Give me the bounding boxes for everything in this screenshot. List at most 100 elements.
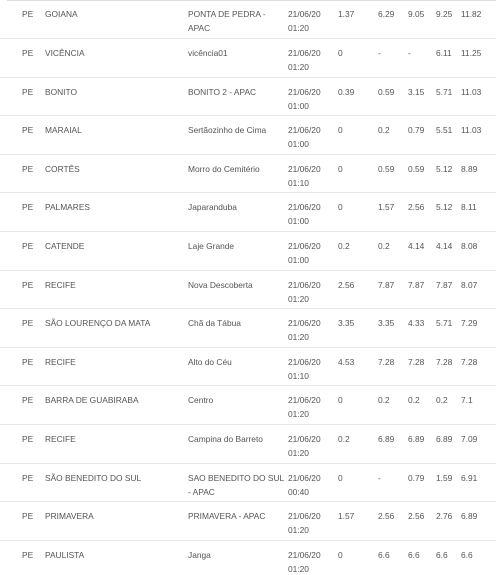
value-5-cell: 8.11: [461, 192, 496, 233]
value-2-cell: 0.2: [378, 115, 408, 155]
datetime-cell: 21/06/20 01:00: [288, 77, 338, 117]
municipality-cell: MARAIAL: [45, 115, 188, 155]
municipality-cell: RECIFE: [45, 270, 188, 310]
value-4-cell: 2.76: [436, 501, 461, 541]
state-cell: PE: [0, 308, 45, 348]
value-5-cell: 7.1: [461, 385, 496, 426]
value-5-cell: 6.91: [461, 463, 496, 503]
municipality-cell: BONITO: [45, 77, 188, 117]
state-cell: PE: [0, 463, 45, 503]
datetime-cell: 21/06/20 00:40: [288, 463, 338, 503]
value-4-cell: 5.71: [436, 77, 461, 117]
state-cell: PE: [0, 154, 45, 194]
table-row[interactable]: PE PALMARES Japaranduba 21/06/20 01:00 0 …: [0, 192, 496, 233]
value-1-cell: 0.2: [338, 424, 378, 464]
value-5-cell: 6.6: [461, 540, 496, 575]
datetime-cell: 21/06/20 01:20: [288, 38, 338, 78]
state-cell: PE: [0, 38, 45, 78]
value-1-cell: 0: [338, 463, 378, 503]
station-cell: vicência01: [188, 38, 288, 78]
table-row[interactable]: PE VICÊNCIA vicência01 21/06/20 01:20 0 -…: [0, 38, 496, 78]
municipality-cell: RECIFE: [45, 347, 188, 387]
municipality-cell: CATENDE: [45, 231, 188, 271]
table-row[interactable]: PE MARAIAL Sertãozinho de Cima 21/06/20 0…: [0, 115, 496, 155]
value-1-cell: 0.2: [338, 231, 378, 271]
municipality-cell: SÃO LOURENÇO DA MATA: [45, 308, 188, 348]
municipality-cell: SÃO BENEDITO DO SUL: [45, 463, 188, 503]
state-cell: PE: [0, 77, 45, 117]
value-3-cell: 2.56: [408, 501, 436, 541]
table-row[interactable]: PE SÃO BENEDITO DO SUL SAO BENEDITO DO S…: [0, 463, 496, 503]
table-row[interactable]: PE RECIFE Campina do Barreto 21/06/20 01:…: [0, 424, 496, 464]
value-2-cell: 7.28: [378, 347, 408, 387]
state-cell: PE: [0, 192, 45, 233]
value-2-cell: 6.89: [378, 424, 408, 464]
value-1-cell: 0: [338, 154, 378, 194]
value-3-cell: 4.14: [408, 231, 436, 271]
value-3-cell: 2.56: [408, 192, 436, 233]
table-row[interactable]: PE BONITO BONITO 2 - APAC 21/06/20 01:00 …: [0, 77, 496, 117]
value-3-cell: -: [408, 38, 436, 78]
value-3-cell: 3.15: [408, 77, 436, 117]
value-3-cell: 9.05: [408, 0, 436, 40]
table-row[interactable]: PE SÃO LOURENÇO DA MATA Chã da Tábua 21/…: [0, 308, 496, 348]
state-cell: PE: [0, 231, 45, 271]
value-4-cell: 6.6: [436, 540, 461, 575]
value-3-cell: 0.79: [408, 115, 436, 155]
table-row[interactable]: PE CORTÊS Morro do Cemitério 21/06/20 01:…: [0, 154, 496, 194]
table-row[interactable]: PE PRIMAVERA PRIMAVERA - APAC 21/06/20 01…: [0, 501, 496, 541]
value-5-cell: 11.25: [461, 38, 496, 78]
value-4-cell: 6.89: [436, 424, 461, 464]
datetime-cell: 21/06/20 01:10: [288, 154, 338, 194]
value-5-cell: 6.89: [461, 501, 496, 541]
datetime-cell: 21/06/20 01:00: [288, 192, 338, 233]
value-4-cell: 7.28: [436, 347, 461, 387]
value-3-cell: 6.89: [408, 424, 436, 464]
value-1-cell: 0.39: [338, 77, 378, 117]
value-1-cell: 3.35: [338, 308, 378, 348]
value-4-cell: 4.14: [436, 231, 461, 271]
state-cell: PE: [0, 385, 45, 426]
value-3-cell: 4.33: [408, 308, 436, 348]
table-row[interactable]: PE RECIFE Nova Descoberta 21/06/20 01:20 …: [0, 270, 496, 310]
value-1-cell: 1.57: [338, 501, 378, 541]
municipality-cell: CORTÊS: [45, 154, 188, 194]
value-2-cell: 0.59: [378, 154, 408, 194]
value-1-cell: 0: [338, 115, 378, 155]
value-1-cell: 1.37: [338, 0, 378, 40]
datetime-cell: 21/06/20 01:00: [288, 231, 338, 271]
state-cell: PE: [0, 0, 45, 40]
datetime-cell: 21/06/20 01:00: [288, 115, 338, 155]
station-cell: Janga: [188, 540, 288, 575]
value-2-cell: -: [378, 463, 408, 503]
station-cell: Sertãozinho de Cima: [188, 115, 288, 155]
value-4-cell: 5.71: [436, 308, 461, 348]
value-2-cell: 6.6: [378, 540, 408, 575]
state-cell: PE: [0, 540, 45, 575]
value-1-cell: 0: [338, 192, 378, 233]
table-row[interactable]: PE RECIFE Alto do Céu 21/06/20 01:10 4.53…: [0, 347, 496, 387]
value-1-cell: 2.56: [338, 270, 378, 310]
station-cell: Chã da Tábua: [188, 308, 288, 348]
value-3-cell: 0.79: [408, 463, 436, 503]
station-cell: Campina do Barreto: [188, 424, 288, 464]
value-2-cell: 1.57: [378, 192, 408, 233]
table-row[interactable]: PE CATENDE Laje Grande 21/06/20 01:00 0.2…: [0, 231, 496, 271]
station-cell: Laje Grande: [188, 231, 288, 271]
state-cell: PE: [0, 270, 45, 310]
table-row[interactable]: PE BARRA DE GUABIRABA Centro 21/06/20 01:…: [0, 385, 496, 426]
value-4-cell: 7.87: [436, 270, 461, 310]
value-5-cell: 11.03: [461, 77, 496, 117]
table-row[interactable]: PE PAULISTA Janga 21/06/20 01:20 0 6.6 6.…: [0, 540, 496, 575]
value-5-cell: 7.09: [461, 424, 496, 464]
municipality-cell: BARRA DE GUABIRABA: [45, 385, 188, 426]
table-row[interactable]: PE GOIANA PONTA DE PEDRA - APAC 21/06/20…: [0, 0, 496, 40]
station-cell: PRIMAVERA - APAC: [188, 501, 288, 541]
value-4-cell: 9.25: [436, 0, 461, 40]
municipality-cell: RECIFE: [45, 424, 188, 464]
value-2-cell: -: [378, 38, 408, 78]
datetime-cell: 21/06/20 01:20: [288, 540, 338, 575]
value-2-cell: 0.2: [378, 231, 408, 271]
station-cell: Nova Descoberta: [188, 270, 288, 310]
